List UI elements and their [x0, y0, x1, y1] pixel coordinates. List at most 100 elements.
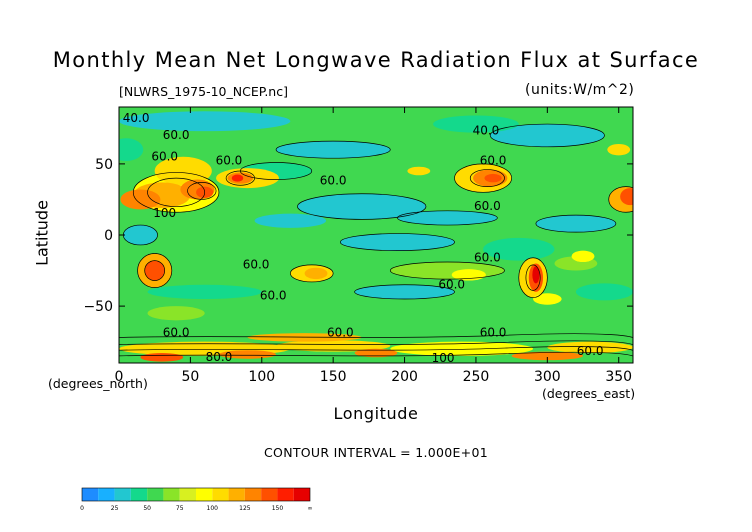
colorbar-swatch: [130, 488, 148, 501]
contour-label: 60.0: [163, 326, 190, 340]
y-units-label: (degrees_north): [48, 376, 148, 391]
field-patch: [354, 284, 455, 299]
field-patch: [533, 293, 562, 305]
field-patch: [571, 250, 595, 263]
field-patch: [123, 225, 158, 245]
contour-label: 60.0: [216, 154, 243, 168]
contour-label: 60.0: [438, 277, 465, 291]
colorbar-tick-label: 150: [272, 505, 284, 512]
colorbar-tick-label: 25: [111, 505, 119, 512]
contour-label: 60.0: [260, 289, 287, 303]
contour-line: [187, 182, 217, 200]
y-tick-label: −50: [83, 299, 113, 315]
colorbar-swatch: [261, 488, 278, 501]
contour-label: 60.0: [327, 326, 354, 340]
colorbar-swatch: [196, 488, 213, 501]
contour-line: [119, 346, 633, 351]
colorbar-frame: [81, 487, 311, 502]
contour-label: 60.0: [320, 173, 347, 187]
field-patch: [407, 166, 431, 176]
contour-line: [297, 193, 427, 220]
field-patch: [483, 237, 555, 261]
contour-label: 60.0: [243, 257, 270, 271]
contour-line: [608, 186, 633, 213]
contour-line: [137, 253, 173, 288]
contour-line: [144, 260, 166, 281]
contour-line: [454, 163, 512, 193]
colorbar-swatch: [82, 488, 99, 501]
contour-label: 60.0: [474, 199, 501, 213]
axes: 0 50 100 150 200 250 300 350 50 0 −50: [83, 107, 633, 385]
x-tick-label: 350: [605, 369, 632, 385]
field-patch: [532, 266, 540, 284]
colorbar-tick-label: 50: [143, 505, 151, 512]
colorbar-swatch: [228, 488, 245, 501]
contour-line: [289, 264, 334, 283]
field-patch: [144, 260, 165, 281]
heatmap-field: [119, 111, 633, 362]
contour-label: 100: [432, 351, 455, 365]
field-patch: [304, 267, 328, 280]
chart-title: Monthly Mean Net Longwave Radiation Flux…: [52, 48, 700, 72]
field-patch: [620, 188, 633, 206]
field-patch: [575, 283, 633, 301]
y-axis-label: Latitude: [32, 200, 52, 266]
x-units-label: (degrees_east): [542, 386, 636, 401]
contour-line: [389, 261, 505, 280]
contour-line: [518, 257, 548, 298]
contour-label: 100: [153, 206, 176, 220]
field-patch: [390, 341, 534, 356]
contour-label: 60.0: [480, 154, 507, 168]
x-tick-label: 250: [463, 369, 490, 385]
colorbar-swatch: [244, 488, 262, 501]
x-axis-label: Longitude: [333, 404, 419, 423]
colorbar-swatch: [98, 488, 115, 501]
field-patch: [433, 115, 519, 133]
x-tick-label: 0: [115, 369, 124, 385]
contour-line: [132, 172, 220, 213]
colorbar: 0 25 50 75 100 125 150 ∞: [80, 487, 313, 512]
x-tick-label: 100: [248, 369, 275, 385]
colorbar-swatch: [163, 488, 180, 501]
colorbar-swatch: [277, 488, 294, 501]
contour-line: [535, 214, 617, 233]
field-patch: [140, 353, 184, 362]
field-patch: [231, 174, 244, 182]
x-tick-label: 50: [181, 369, 199, 385]
field-patch: [397, 210, 498, 226]
field-patch: [547, 341, 633, 354]
field-patch: [340, 233, 455, 251]
contour-line: [469, 169, 505, 187]
x-tick-label: 150: [320, 369, 347, 385]
field-patch: [276, 340, 391, 352]
field-patch: [147, 284, 262, 299]
contour-line: [119, 340, 633, 346]
colorbar-tick-label: 125: [239, 505, 251, 512]
field-patch: [354, 348, 398, 358]
field-patch: [511, 351, 584, 361]
contour-label: 40.0: [123, 111, 150, 125]
field-patch: [218, 350, 277, 359]
colorbar-swatch: [114, 488, 131, 501]
contour-line: [489, 123, 605, 148]
colorbar-swatch: [179, 488, 196, 501]
colorbar-tick-label: ∞: [308, 505, 313, 512]
contour-label: 40.0: [473, 124, 500, 138]
contour-line: [240, 162, 313, 180]
contour-line: [525, 264, 541, 291]
contour-line: [397, 210, 498, 226]
contour-line: [147, 177, 206, 207]
x-tick-label: 300: [534, 369, 561, 385]
contour-line: [354, 284, 455, 300]
colorbar-tick-label: 0: [80, 505, 84, 512]
field-patch: [535, 215, 616, 233]
contour-line: [275, 140, 391, 159]
field-patch: [147, 306, 205, 321]
contour-line: [119, 351, 633, 357]
field-patch: [119, 138, 144, 162]
y-tick-label: 0: [104, 228, 113, 244]
contour-label: 60.0: [577, 344, 604, 358]
field-patch: [276, 141, 391, 159]
y-tick-label: 50: [95, 157, 113, 173]
